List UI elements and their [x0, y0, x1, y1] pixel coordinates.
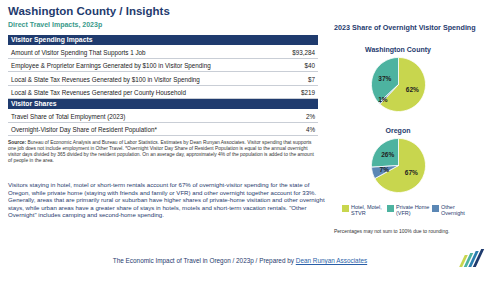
html-text:Private Home (VFR): Private Home (VFR) — [396, 204, 430, 217]
html-text:Visitor Shares: Visitor Shares — [11, 100, 57, 107]
svg-text:67%: 67% — [405, 169, 418, 176]
html-text:2%: 2% — [305, 112, 315, 120]
svg-text:62%: 62% — [406, 86, 419, 93]
html-text:$219: $219 — [301, 89, 315, 96]
html-text:Hotel, Motel, STVR: Hotel, Motel, STVR — [351, 204, 382, 217]
html-text:Amount of Visitor Spending Tha: Amount of Visitor Spending That Supports… — [11, 48, 146, 56]
html-text:Visitor Spending Impacts: Visitor Spending Impacts — [11, 36, 93, 43]
html-text:$93,284: $93,284 — [292, 48, 315, 56]
html-text:Washington County: Washington County — [365, 46, 431, 53]
html-text:$40: $40 — [304, 62, 315, 69]
html-text:Employee & Proprietor Earnings: Employee & Proprietor Earnings Generated… — [11, 62, 211, 69]
svg-text:1%: 1% — [378, 96, 388, 103]
html-text:Washington County / Insights: Washington County / Insights — [8, 5, 170, 17]
html-text:4%: 4% — [305, 126, 315, 133]
html-text:Direct Travel Impacts, 2023p: Direct Travel Impacts, 2023p — [8, 21, 103, 28]
html-text:Travel Share of Total Employme: Travel Share of Total Employment (2023) — [11, 112, 126, 120]
html-text:Local & State Tax Revenues Gen: Local & State Tax Revenues Generated by … — [11, 75, 200, 83]
svg-text:7%: 7% — [380, 166, 390, 173]
html-text:Other Overnight: Other Overnight — [441, 204, 465, 217]
html-text:$7: $7 — [308, 75, 315, 83]
html-text:The Economic Impact of Travel: The Economic Impact of Travel in Oregon … — [112, 257, 368, 264]
svg-text:37%: 37% — [378, 75, 391, 82]
html-text:Source: Bureau of Economic Ana: Source: Bureau of Economic Analysis and … — [8, 140, 314, 163]
svg-text:26%: 26% — [381, 151, 394, 158]
html-text:2023 Share of Overnight Visito: 2023 Share of Overnight Visitor Spending — [334, 23, 476, 32]
html-text:Local & State Tax Revenues Gen: Local & State Tax Revenues Generated per… — [11, 89, 186, 96]
html-text:Oregon: Oregon — [385, 127, 411, 134]
html-text:Percentages may not sum to 100: Percentages may not sum to 100% due to r… — [334, 228, 450, 234]
html-text:Overnight-Visitor Day Share of: Overnight-Visitor Day Share of Resident … — [11, 126, 157, 133]
html-text:Visitors staying in hotel, mot: Visitors staying in hotel, motel or shor… — [8, 181, 325, 218]
